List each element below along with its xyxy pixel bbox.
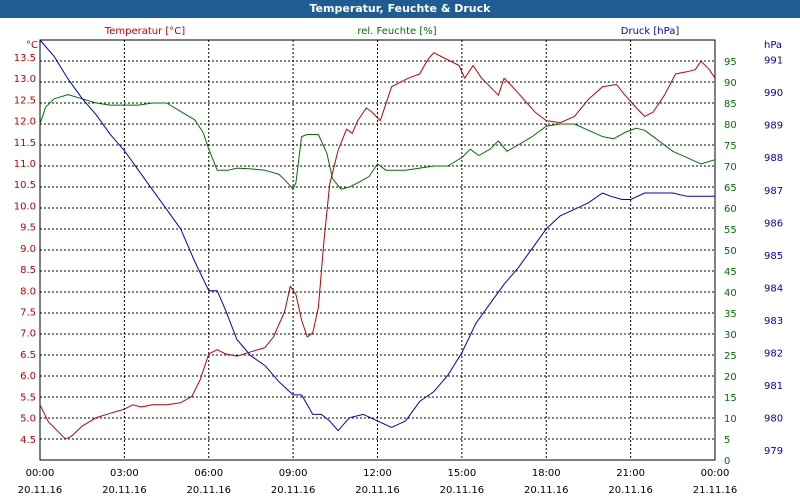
series-lines [39,39,716,440]
pressure-tick-label: 980 [764,414,783,425]
x-tick-time: 00:00 [701,468,730,479]
pressure-tick-label: 984 [764,283,783,294]
x-tick-date: 20.11.16 [102,485,147,496]
humidity-tick-label: 70 [724,162,737,173]
temp-tick-label: 4.5 [20,435,36,446]
pressure-tick-label: 979 [764,446,783,457]
temp-tick-label: 5.0 [20,414,36,425]
temp-tick-label: 11.5 [14,138,36,149]
temp-tick-label: 9.5 [20,223,36,234]
temp-tick-label: 13.5 [14,53,36,64]
x-tick-date: 21.11.16 [693,485,738,496]
humidity-tick-label: 20 [724,372,737,383]
temp-tick-label: 6.5 [20,350,36,361]
humidity-tick-label: 5 [724,435,730,446]
x-tick-time: 12:00 [363,468,392,479]
temp-tick-label: 8.0 [20,286,36,297]
humidity-tick-label: 95 [724,57,737,68]
pressure-tick-label: 982 [764,349,783,360]
humidity-tick-label: 85 [724,99,737,110]
pressure-tick-label: 983 [764,316,783,327]
x-tick-date: 20.11.16 [186,485,231,496]
pressure-tick-label: 981 [764,381,783,392]
humidity-tick-label: 80 [724,120,737,131]
x-tick-time: 18:00 [532,468,561,479]
pressure-unit-label: hPa [764,40,782,51]
x-tick-time: 00:00 [26,468,55,479]
plot-frame [39,39,716,461]
pressure-tick-label: 985 [764,251,783,262]
temp-tick-label: 10.5 [14,180,36,191]
temp-tick-label: 7.0 [20,329,36,340]
x-tick-date: 20.11.16 [271,485,316,496]
humidity-tick-label: 10 [724,414,737,425]
series-line-humidity [39,94,716,190]
temp-tick-label: 8.5 [20,265,36,276]
temp-tick-label: 13.0 [14,74,36,85]
pressure-tick-label: 990 [764,88,783,99]
pressure-tick-label: 987 [764,186,783,197]
temp-axis-label: Temperatur [°C] [104,26,185,37]
temp-tick-label: 12.5 [14,95,36,106]
x-tick-time: 03:00 [110,468,139,479]
series-line-temperature [39,52,716,440]
pressure-tick-label: 988 [764,153,783,164]
temp-tick-label: 9.0 [20,244,36,255]
tick-labels: 00:00 20.11.16 03:00 20.11.16 06:00 20.11.16 0… [14,53,783,496]
x-tick-time: 21:00 [616,468,645,479]
pressure-tick-label: 991 [764,56,783,67]
pressure-tick-label: 986 [764,218,783,229]
temp-tick-label: 7.5 [20,308,36,319]
temp-tick-label: 12.0 [14,117,36,128]
series-line-pressure [39,39,715,432]
chart-svg: 00:00 20.11.16 03:00 20.11.16 06:00 20.11.16 0… [14,26,783,496]
chart-title: Temperatur, Feuchte & Druck [309,2,491,15]
humidity-tick-label: 65 [724,183,737,194]
humidity-tick-label: 30 [724,330,737,341]
humidity-axis-label: rel. Feuchte [%] [357,26,436,37]
humidity-tick-label: 35 [724,309,737,320]
pressure-axis-label: Druck [hPa] [621,26,680,37]
humidity-tick-label: 0 [724,456,730,467]
temp-unit-label: °C [26,40,38,51]
temp-tick-label: 6.0 [20,371,36,382]
temp-tick-label: 5.5 [20,392,36,403]
x-tick-time: 06:00 [194,468,223,479]
x-tick-date: 20.11.16 [18,485,63,496]
axis-labels: °C Temperatur [°C] rel. Feuchte [%] Druc… [26,26,782,51]
humidity-tick-label: 90 [724,78,737,89]
temp-tick-label: 10.0 [14,201,36,212]
x-tick-date: 20.11.16 [608,485,653,496]
humidity-tick-label: 25 [724,351,737,362]
chart-title-bar: Temperatur, Feuchte & Druck [0,0,800,18]
humidity-tick-label: 55 [724,225,737,236]
humidity-tick-label: 15 [724,393,737,404]
x-tick-date: 20.11.16 [355,485,400,496]
x-tick-date: 20.11.16 [440,485,485,496]
humidity-tick-label: 40 [724,288,737,299]
humidity-tick-label: 50 [724,246,737,257]
humidity-tick-label: 75 [724,141,737,152]
humidity-tick-label: 60 [724,204,737,215]
pressure-tick-label: 989 [764,121,783,132]
x-tick-time: 09:00 [279,468,308,479]
x-tick-date: 20.11.16 [524,485,569,496]
grid [40,40,715,461]
x-tick-time: 15:00 [447,468,476,479]
humidity-tick-label: 45 [724,267,737,278]
temp-tick-label: 11.0 [14,159,36,170]
